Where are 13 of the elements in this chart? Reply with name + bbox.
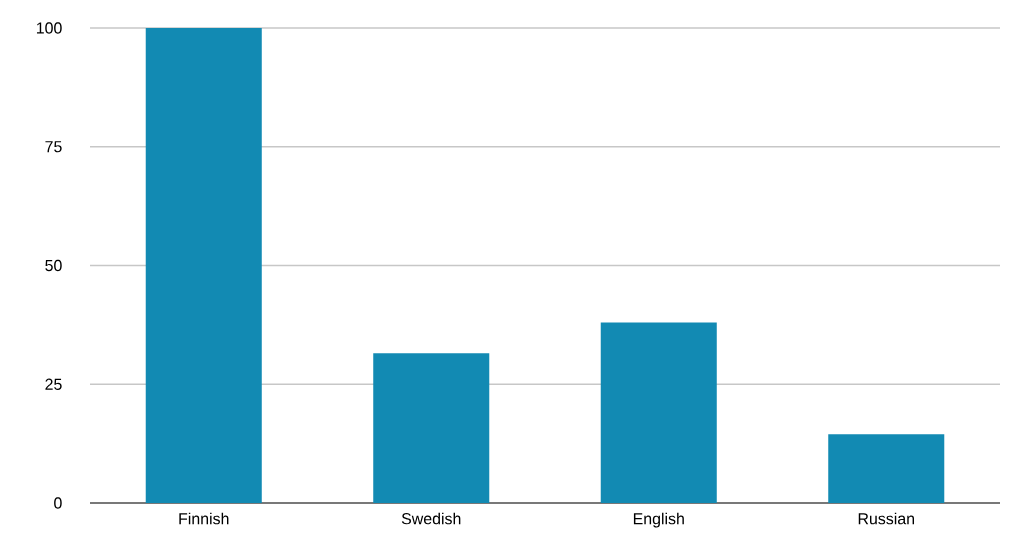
y-tick-label: 25 [45,378,62,390]
y-tick-label: 0 [54,497,62,509]
x-tick-label: Russian [858,512,914,525]
x-tick-label: English [633,512,684,528]
y-tick-label: 50 [45,259,62,272]
x-tick-label: Finnish [179,512,229,525]
x-tick-label: Swedish [401,512,461,525]
bar [373,353,490,503]
y-tick-label: 100 [36,22,62,34]
bar [145,27,262,503]
bar [828,434,945,503]
y-tick-label: 75 [45,141,62,153]
bar [600,322,717,503]
